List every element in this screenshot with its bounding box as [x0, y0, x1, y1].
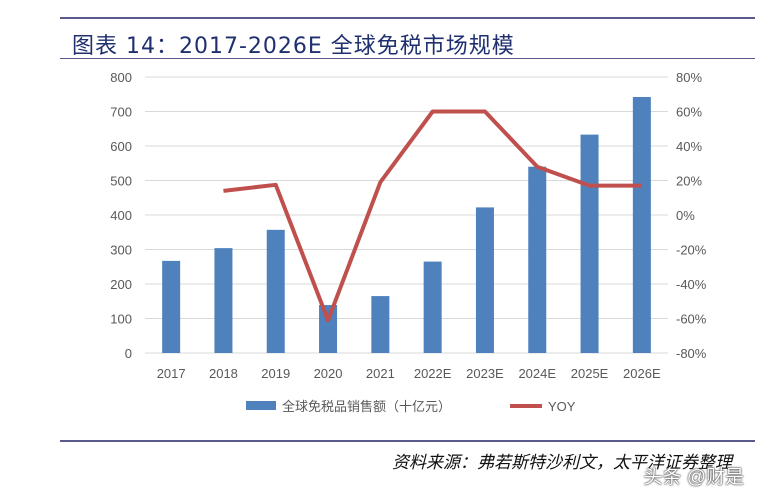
bar [266, 229, 285, 353]
bar [475, 207, 494, 353]
legend-line-label: YOY [548, 399, 576, 414]
x-tick-label: 2022E [414, 366, 452, 381]
bar [214, 248, 233, 353]
chart: 0 100 200 300 400 500 600 700 800 -80% -60% -40% -20… [110, 70, 707, 414]
right-tick-label: 20% [676, 174, 702, 189]
right-tick-label: 60% [676, 105, 702, 120]
x-tick-label: 2020 [314, 366, 343, 381]
right-tick-label: 0% [676, 208, 695, 223]
bar [319, 305, 338, 353]
left-tick-label: 500 [110, 174, 132, 189]
x-tick-label: 2018 [209, 366, 238, 381]
bar [371, 296, 390, 353]
right-tick-label: 40% [676, 139, 702, 154]
x-tick-label: 2026E [623, 366, 661, 381]
left-tick-label: 0 [125, 346, 132, 361]
x-tick-label: 2019 [261, 366, 290, 381]
left-tick-label: 300 [110, 243, 132, 258]
right-tick-label: 80% [676, 70, 702, 85]
x-tick-label: 2025E [571, 366, 609, 381]
left-tick-label: 600 [110, 139, 132, 154]
source-note: 资料来源：弗若斯特沙利文，太平洋证券整理 [392, 453, 732, 473]
bar [632, 97, 651, 353]
x-tick-label: 2024E [518, 366, 556, 381]
bar [423, 261, 442, 353]
bar [162, 260, 181, 353]
left-tick-label: 100 [110, 312, 132, 327]
bottom-rule [60, 440, 755, 442]
top-rule [60, 17, 755, 19]
bar [580, 134, 599, 353]
right-tick-label: -80% [676, 346, 707, 361]
right-tick-label: -40% [676, 277, 707, 292]
right-tick-label: -60% [676, 312, 707, 327]
legend-bar-swatch [246, 401, 276, 410]
bar [528, 166, 547, 353]
right-tick-label: -20% [676, 243, 707, 258]
left-tick-label: 700 [110, 105, 132, 120]
watermark: 头条 @财是 [643, 467, 744, 488]
left-tick-label: 400 [110, 208, 132, 223]
title-rule [60, 58, 755, 59]
chart-title: 图表 14：2017-2026E 全球免税市场规模 [72, 34, 515, 59]
legend-bar-label: 全球免税品销售额（十亿元） [282, 399, 451, 414]
x-tick-label: 2021 [366, 366, 395, 381]
x-tick-label: 2023E [466, 366, 504, 381]
x-tick-label: 2017 [157, 366, 186, 381]
yoy-line [223, 109, 642, 323]
left-tick-label: 200 [110, 277, 132, 292]
left-tick-label: 800 [110, 70, 132, 85]
